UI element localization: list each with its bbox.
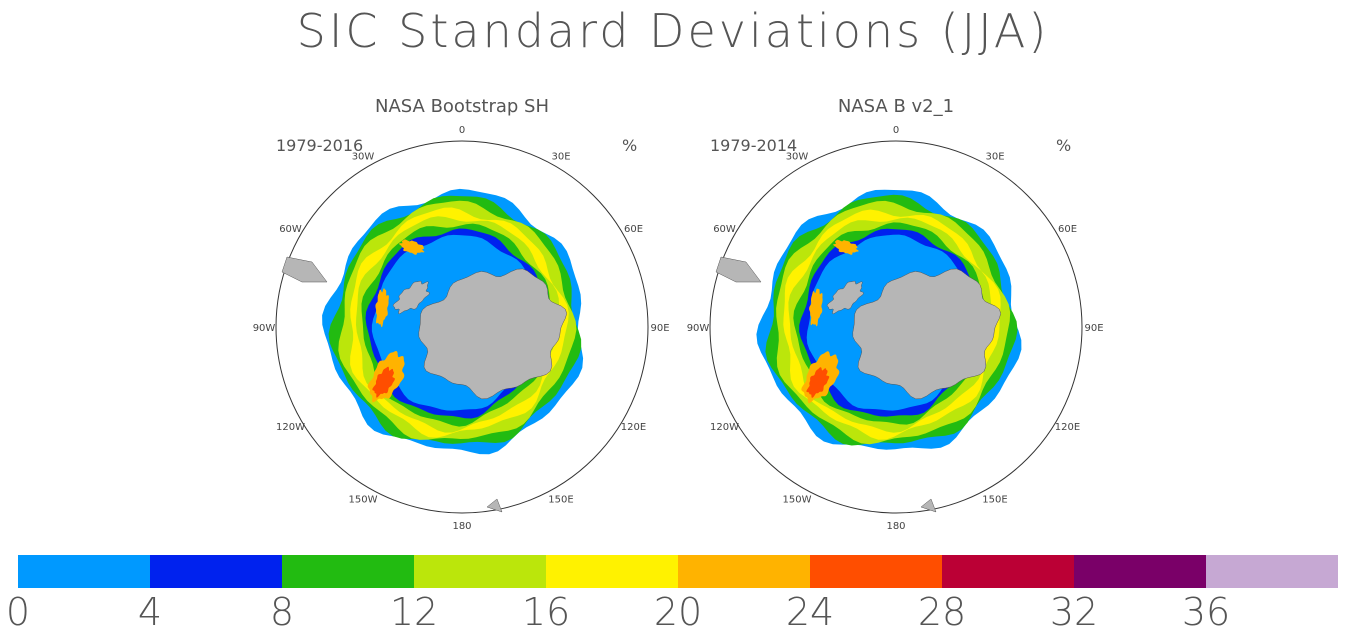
longitude-label: 0 <box>459 125 465 136</box>
longitude-label: 60E <box>624 224 643 235</box>
sea-ice-contour <box>806 367 830 398</box>
longitude-label: 150E <box>982 495 1007 506</box>
longitude-label: 150W <box>349 495 378 506</box>
longitude-label: 120W <box>710 422 739 433</box>
polar-map: 0 30E 60E 90E 120E 150E 180 150W 120W 90W 60W 30W <box>687 125 1104 532</box>
longitude-label: 120E <box>621 422 646 433</box>
unit-label: % <box>1056 136 1072 155</box>
colorbar-tick-label: 12 <box>389 590 439 634</box>
colorbar-segment <box>282 555 414 588</box>
longitude-label: 60E <box>1058 224 1077 235</box>
colorbar-segment <box>1074 555 1206 588</box>
longitude-label: 180 <box>886 521 905 532</box>
figure-title: SIC Standard Deviations (JJA) <box>296 4 1050 58</box>
new-zealand-fragment <box>486 498 503 513</box>
polar-map: 0 30E 60E 90E 120E 150E 180 150W 120W 90W 60W 30W <box>253 125 670 532</box>
antarctica-landmass <box>418 268 567 400</box>
longitude-label: 120E <box>1055 422 1080 433</box>
colorbar-segment <box>414 555 546 588</box>
longitude-label: 60W <box>279 224 302 235</box>
longitude-label: 90E <box>650 323 669 334</box>
colorbar-tick-label: 4 <box>137 590 163 634</box>
colorbar-tick-label: 36 <box>1181 590 1231 634</box>
period-label: 1979-2016 <box>276 136 364 155</box>
longitude-label: 120W <box>276 422 305 433</box>
longitude-label: 150W <box>783 495 812 506</box>
sea-ice-contour <box>809 288 823 327</box>
colorbar-tick-label: 0 <box>5 590 31 634</box>
colorbar-tick-label: 8 <box>269 590 295 634</box>
longitude-label: 30W <box>786 152 809 163</box>
colorbar-tick-label: 24 <box>785 590 835 634</box>
map-panel-v2: NASA B v2_1 1979-2014 % 0 30E 60E 90E 120E 15… <box>676 92 1116 532</box>
colorbar-segment <box>942 555 1074 588</box>
colorbar-segment <box>546 555 678 588</box>
longitude-label: 180 <box>452 521 471 532</box>
longitude-label: 90W <box>687 323 710 334</box>
colorbar-tick-label: 16 <box>521 590 571 634</box>
antarctic-peninsula <box>392 280 430 315</box>
unit-label: % <box>622 136 638 155</box>
south-america-tip <box>281 256 328 283</box>
colorbar-segment <box>18 555 150 588</box>
longitude-label: 60W <box>713 224 736 235</box>
colorbar-tick-labels: 0 4 8 12 16 20 24 28 32 36 <box>0 590 1346 636</box>
map-panel-bootstrap: NASA Bootstrap SH 1979-2016 % 0 30E 60E 90E… <box>242 92 682 532</box>
colorbar-tick-label: 32 <box>1049 590 1099 634</box>
colorbar <box>18 555 1338 588</box>
sea-ice-contour <box>372 366 395 398</box>
longitude-label: 30W <box>352 152 375 163</box>
longitude-label: 30E <box>985 152 1004 163</box>
longitude-label: 0 <box>893 125 899 136</box>
antarctic-peninsula <box>826 280 864 315</box>
colorbar-segment <box>150 555 282 588</box>
colorbar-segment <box>1206 555 1338 588</box>
longitude-label: 90E <box>1084 323 1103 334</box>
colorbar-segment <box>810 555 942 588</box>
sea-ice-contour <box>833 239 859 255</box>
colorbar-tick-label: 28 <box>917 590 967 634</box>
new-zealand-fragment <box>920 498 937 513</box>
south-america-tip <box>715 256 762 283</box>
panel-title: NASA B v2_1 <box>837 96 955 117</box>
colorbar-tick-label: 20 <box>653 590 703 634</box>
period-label: 1979-2014 <box>710 136 798 155</box>
longitude-label: 90W <box>253 323 276 334</box>
longitude-label: 30E <box>551 152 570 163</box>
longitude-label: 150E <box>548 495 573 506</box>
colorbar-segment <box>678 555 810 588</box>
sea-ice-contour <box>375 288 389 328</box>
panel-title: NASA Bootstrap SH <box>375 96 549 117</box>
sea-ice-contour <box>399 239 425 255</box>
antarctica-landmass <box>852 268 1001 400</box>
